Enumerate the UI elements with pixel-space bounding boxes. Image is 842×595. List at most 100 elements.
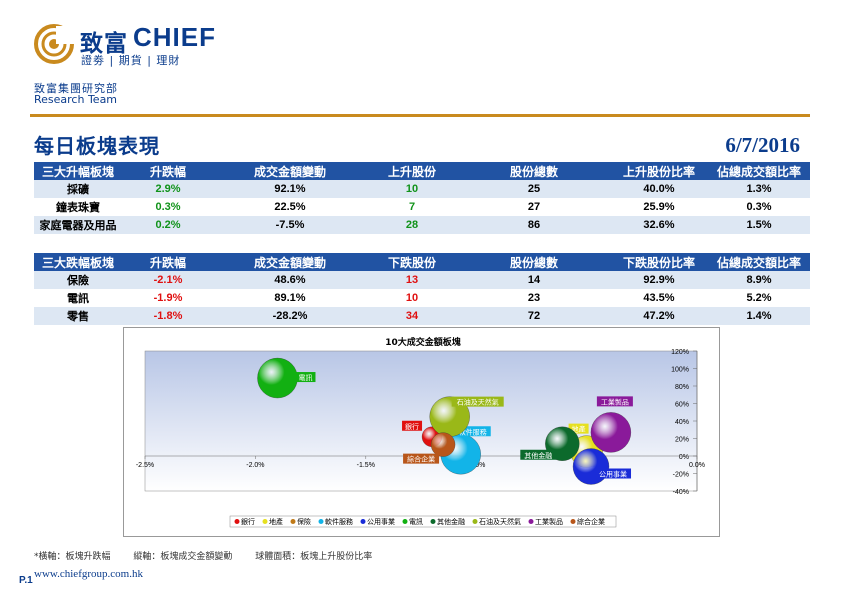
legend-label: 銀行: [241, 517, 255, 526]
chart-legend: 銀行 地產 保險 軟件服務 公用事業 電訊 其他金融 石油及天然氣 工業製品 綜合企業: [229, 515, 617, 528]
bubble-label: 綜合企業: [407, 455, 435, 464]
turnover-change-cell: 22.5%: [274, 201, 306, 213]
total-count-cell: 23: [527, 292, 541, 304]
legend-label: 綜合企業: [577, 517, 605, 526]
bubble-label-bg: [295, 372, 316, 383]
column-header: 下跌股份比率: [610, 253, 708, 271]
column-header: 上升股份比率: [610, 162, 708, 180]
turnover-share-cell: 0.3%: [746, 201, 772, 213]
bubble-mark: [572, 448, 610, 485]
legend-box: [229, 515, 617, 528]
column-header: 三大升幅板塊: [34, 162, 122, 180]
falling-count-cell: 10: [405, 292, 419, 304]
brand-english-name: CHIEF: [133, 22, 216, 52]
column-header: 佔總成交額比率: [708, 162, 810, 180]
legend-label: 工業製品: [535, 517, 563, 526]
table-row: 保險 -2.1% 48.6% 13 14 92.9% 8.9%: [34, 271, 810, 289]
legend-swatch: [360, 519, 366, 524]
sector-name: 零售: [34, 307, 122, 325]
legend-item: 其他金融: [430, 517, 465, 526]
legend-label: 保險: [297, 517, 311, 526]
header-divider: [30, 114, 810, 117]
website-link[interactable]: www.chiefgroup.com.hk: [34, 568, 143, 580]
change-cell: -2.1%: [122, 271, 214, 289]
footnote-bubble: 球體面積：板塊上升股份比率: [255, 552, 373, 562]
bubble-label: 電訊: [298, 373, 312, 382]
bubble-綜合企業: 綜合企業: [403, 432, 456, 464]
falling-ratio-cell: 43.5%: [643, 292, 675, 304]
x-tick-label: -2.0%: [246, 462, 264, 469]
brand-chinese-name: 致富: [80, 31, 128, 57]
legend-item: 銀行: [234, 517, 255, 526]
sector-name: 保險: [34, 271, 122, 289]
legend-swatch: [430, 519, 436, 524]
bubble-石油及天然氣: 石油及天然氣: [429, 396, 504, 437]
falling-count-cell: 34: [366, 307, 458, 325]
y-tick-label: 120%: [671, 349, 689, 356]
bubble-label-bg: [520, 449, 557, 460]
bubble-label-bg: [451, 396, 504, 407]
column-header: 股份總數: [458, 162, 610, 180]
top-gainers-table: 三大升幅板塊 升跌幅 成交金額變動 上升股份 股份總數 上升股份比率 佔總成交額…: [34, 162, 810, 234]
department-chinese: 致富集團研究部: [34, 82, 118, 95]
turnover-share-cell: 1.3%: [708, 180, 810, 198]
table-header-row: 三大升幅板塊 升跌幅 成交金額變動 上升股份 股份總數 上升股份比率 佔總成交額…: [34, 162, 810, 180]
bubble-其他金融: 其他金融: [520, 426, 580, 461]
legend-item: 工業製品: [528, 517, 563, 526]
y-tick-label: 100%: [671, 367, 689, 374]
turnover-change-cell: 92.1%: [214, 180, 366, 198]
chart-title: 10大成交金額板塊: [385, 336, 461, 348]
report-date: 6/7/2016: [725, 133, 800, 157]
legend-label: 軟件服務: [325, 517, 353, 526]
bubble-label: 其他金融: [524, 451, 552, 460]
column-header: 成交金額變動: [214, 253, 366, 271]
y-tick-label: 60%: [675, 402, 689, 409]
y-tick-label: 40%: [675, 419, 689, 426]
table-row: 採礦 2.9% 92.1% 10 25 40.0% 1.3%: [34, 180, 810, 198]
bubble-label: 軟件服務: [459, 427, 487, 436]
legend-swatch: [570, 519, 576, 524]
bubble-公用事業: 公用事業: [572, 448, 632, 485]
legend-item: 軟件服務: [318, 517, 353, 526]
bubble-工業製品: 工業製品: [590, 396, 633, 453]
column-header: 下跌股份: [366, 253, 458, 271]
legend-swatch: [290, 519, 296, 524]
bubble-chart: 10大成交金額板塊 -40% -20% 0% 20% 40% 60% 80% 100% 120%…: [136, 336, 705, 528]
bubble-mark: [257, 357, 298, 399]
total-count-cell: 14: [458, 271, 610, 289]
page-title: 每日板塊表現: [34, 134, 160, 158]
turnover-change-cell: 89.1%: [274, 292, 306, 304]
bubble-label: 工業製品: [601, 397, 629, 406]
rising-count-cell: 7: [408, 201, 416, 213]
change-cell: 0.3%: [155, 201, 181, 213]
rising-ratio-cell: 32.6%: [610, 216, 708, 234]
brand-tagline: 證劵 | 期貨 | 理財: [81, 54, 181, 67]
turnover-change-cell: -28.2%: [214, 307, 366, 325]
legend-label: 地產: [269, 517, 283, 526]
sector-name: 鐘表珠寶: [56, 201, 100, 214]
legend-swatch: [262, 519, 268, 524]
column-header: 上升股份: [366, 162, 458, 180]
rising-count-cell: 10: [366, 180, 458, 198]
bubble-label-bg: [596, 396, 633, 407]
table-row: 鐘表珠寶 0.3% 22.5% 7 27 25.9% 0.3%: [34, 198, 810, 216]
legend-swatch: [318, 519, 324, 524]
total-count-cell: 27: [527, 201, 541, 213]
y-tick-label: 20%: [675, 437, 689, 444]
x-tick-label: 0.0%: [689, 462, 705, 469]
column-header: 成交金額變動: [214, 162, 366, 180]
bubble-電訊: 電訊: [257, 357, 316, 399]
turnover-share-cell: 5.2%: [746, 292, 772, 304]
rising-ratio-cell: 25.9%: [643, 201, 675, 213]
bubble-label-bg: [595, 468, 632, 479]
bubble-label-bg: [403, 453, 440, 464]
total-count-cell: 72: [458, 307, 610, 325]
turnover-change-cell: 48.6%: [214, 271, 366, 289]
legend-label: 電訊: [409, 517, 423, 526]
change-cell: -1.9%: [153, 292, 183, 304]
turnover-share-cell: 1.4%: [708, 307, 810, 325]
table-header-row: 三大跌幅板塊 升跌幅 成交金額變動 下跌股份 股份總數 下跌股份比率 佔總成交額…: [34, 253, 810, 271]
sector-name: 採礦: [34, 180, 122, 198]
top-losers-table: 三大跌幅板塊 升跌幅 成交金額變動 下跌股份 股份總數 下跌股份比率 佔總成交額…: [34, 253, 810, 325]
change-cell: -1.8%: [122, 307, 214, 325]
